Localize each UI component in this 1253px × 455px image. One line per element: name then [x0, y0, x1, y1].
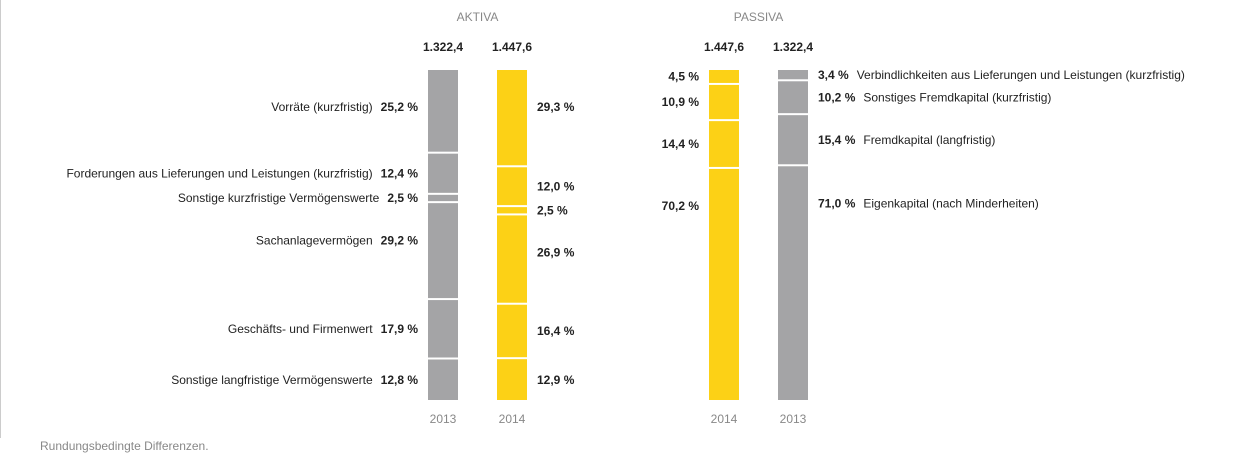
bar-segment [428, 359, 458, 400]
panel-title: AKTIVA [457, 10, 499, 24]
total-label: 1.322,4 [773, 40, 813, 54]
segment-name: Verbindlichkeiten aus Lieferungen und Le… [857, 68, 1185, 82]
segment-name: Sonstiges Fremdkapital (kurzfristig) [863, 90, 1051, 104]
year-label: 2014 [499, 412, 526, 426]
value-label: 10,9 % [662, 95, 700, 109]
bar-segment [778, 70, 808, 80]
bar-segment [709, 84, 739, 120]
bar-segment [428, 194, 458, 202]
value-label: 26,9 % [537, 246, 575, 260]
segment-name: Vorräte (kurzfristig) [271, 100, 372, 114]
value-label: 4,5 % [668, 70, 699, 84]
value-label: 12,9 % [537, 373, 575, 387]
value-label: 14,4 % [662, 137, 700, 151]
bar-segment [709, 168, 739, 400]
bar-segment [428, 70, 458, 152]
bar-segment [709, 121, 739, 167]
total-label: 1.322,4 [423, 40, 463, 54]
note: Rundungsbedingte Differenzen. [40, 439, 209, 453]
segment-name: Sonstige langfristige Vermögenswerte [171, 373, 373, 387]
bar-segment [497, 359, 527, 400]
bar-segment [497, 70, 527, 166]
bar-segment [497, 215, 527, 303]
value-label: 17,9 % [381, 322, 419, 336]
bar-segment [428, 153, 458, 193]
value-label: 29,3 % [537, 100, 575, 114]
year-label: 2014 [711, 412, 738, 426]
value-label: 16,4 % [537, 324, 575, 338]
segment-name: Sonstige kurzfristige Vermögenswerte [178, 191, 380, 205]
bar-segment [778, 115, 808, 165]
bar-segment [428, 203, 458, 299]
segment-name: Eigenkapital (nach Minderheiten) [863, 196, 1038, 210]
value-label: 3,4 % [818, 68, 849, 82]
bar-segment [778, 81, 808, 114]
value-label: 71,0 % [818, 196, 856, 210]
segment-name: Geschäfts- und Firmenwert [228, 322, 373, 336]
year-label: 2013 [430, 412, 457, 426]
bar-segment [497, 167, 527, 206]
total-label: 1.447,6 [704, 40, 744, 54]
value-label: 15,4 % [818, 133, 856, 147]
value-label: 10,2 % [818, 90, 856, 104]
bar-segment [497, 207, 527, 214]
segment-name: Fremdkapital (langfristig) [863, 133, 995, 147]
bar-segment [709, 70, 739, 83]
value-label: 2,5 % [537, 203, 568, 217]
year-label: 2013 [780, 412, 807, 426]
segment-name: Sachanlagevermögen [256, 233, 373, 247]
total-label: 1.447,6 [492, 40, 532, 54]
value-label: 25,2 % [381, 100, 419, 114]
value-label: 29,2 % [381, 233, 419, 247]
segment-name: Forderungen aus Lieferungen und Leistung… [66, 166, 372, 180]
value-label: 12,8 % [381, 373, 419, 387]
value-label: 2,5 % [387, 191, 418, 205]
value-label: 12,4 % [381, 166, 419, 180]
bar-segment [497, 304, 527, 358]
value-label: 70,2 % [662, 199, 700, 213]
bar-segment [778, 166, 808, 400]
bar-segment [428, 300, 458, 358]
value-label: 12,0 % [537, 179, 575, 193]
panel-title: PASSIVA [734, 10, 784, 24]
